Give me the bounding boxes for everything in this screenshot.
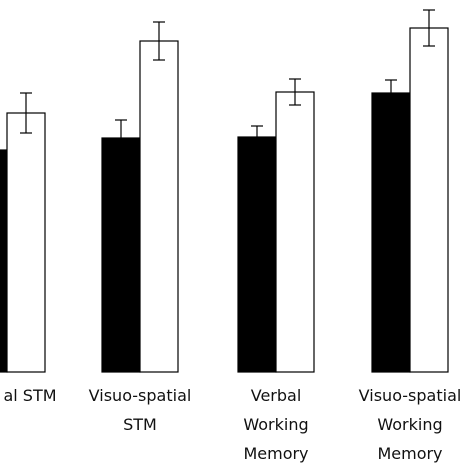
x-tick-label: Working <box>243 415 308 434</box>
bar <box>101 137 141 373</box>
x-tick-label: al STM <box>3 386 56 405</box>
x-tick-label: Visuo-spatial <box>359 386 462 405</box>
bar <box>139 40 179 373</box>
bar <box>275 91 315 373</box>
x-tick-label: Visuo-spatial <box>89 386 192 405</box>
x-tick-label: STM <box>123 415 157 434</box>
x-tick-label: Working <box>377 415 442 434</box>
bar <box>0 149 8 373</box>
x-tick-label: Verbal <box>251 386 302 405</box>
bar <box>6 112 46 373</box>
bar <box>409 27 449 373</box>
bar <box>237 136 277 373</box>
bar <box>371 92 411 373</box>
x-tick-label: Memory <box>243 444 308 463</box>
x-tick-label: Memory <box>377 444 442 463</box>
